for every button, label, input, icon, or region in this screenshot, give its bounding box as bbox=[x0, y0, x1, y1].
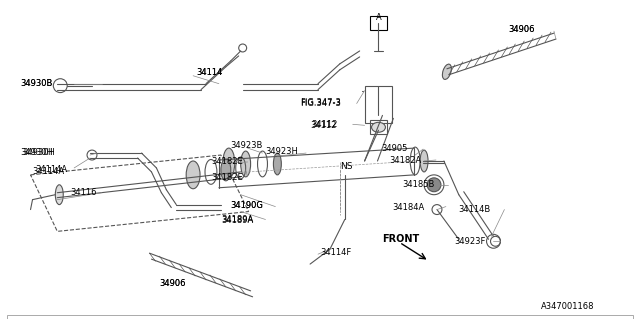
Text: 34190G: 34190G bbox=[231, 201, 264, 210]
Text: 34182A: 34182A bbox=[389, 156, 422, 164]
Text: 34112: 34112 bbox=[310, 121, 337, 130]
Text: 34112: 34112 bbox=[311, 120, 337, 129]
Text: 34114A: 34114A bbox=[33, 167, 65, 176]
Circle shape bbox=[427, 178, 441, 192]
Text: 34906: 34906 bbox=[508, 25, 535, 34]
Text: 34116: 34116 bbox=[70, 188, 97, 197]
Text: 34906: 34906 bbox=[159, 279, 186, 288]
Text: 34923F: 34923F bbox=[454, 237, 485, 246]
Bar bbox=[365, 86, 392, 123]
Text: A: A bbox=[376, 13, 381, 22]
Text: 34182E: 34182E bbox=[211, 173, 243, 182]
Ellipse shape bbox=[221, 159, 231, 181]
Text: 34923B: 34923B bbox=[231, 140, 263, 150]
Ellipse shape bbox=[186, 161, 200, 189]
Ellipse shape bbox=[223, 148, 235, 178]
Text: 34906: 34906 bbox=[159, 279, 186, 288]
Ellipse shape bbox=[241, 151, 251, 177]
Text: A347001168: A347001168 bbox=[541, 302, 595, 311]
Text: 34930B: 34930B bbox=[20, 79, 53, 88]
Text: 34190G: 34190G bbox=[231, 201, 264, 210]
Text: FIG.347-3: FIG.347-3 bbox=[300, 99, 341, 108]
Ellipse shape bbox=[273, 153, 282, 175]
Text: 34114F: 34114F bbox=[320, 248, 351, 257]
Text: 34114: 34114 bbox=[196, 68, 223, 77]
Text: 34930H: 34930H bbox=[20, 148, 54, 156]
Text: 34905: 34905 bbox=[381, 144, 408, 153]
Text: 34114A: 34114A bbox=[35, 165, 68, 174]
Ellipse shape bbox=[372, 122, 385, 132]
Text: 34930H: 34930H bbox=[22, 148, 56, 156]
Text: NS: NS bbox=[340, 163, 353, 172]
Text: 34189A: 34189A bbox=[221, 216, 253, 225]
Text: 34114: 34114 bbox=[196, 68, 223, 77]
Text: 34930B: 34930B bbox=[20, 79, 53, 88]
Text: 34923H: 34923H bbox=[266, 147, 298, 156]
Text: 34185B: 34185B bbox=[403, 180, 435, 189]
Text: 34906: 34906 bbox=[508, 25, 535, 34]
Text: 34182E: 34182E bbox=[211, 157, 243, 166]
Text: 34184A: 34184A bbox=[392, 203, 424, 212]
Text: FRONT: FRONT bbox=[383, 234, 420, 244]
Text: 34114B: 34114B bbox=[459, 205, 491, 214]
Ellipse shape bbox=[420, 150, 428, 172]
Text: FIG.347-3: FIG.347-3 bbox=[300, 98, 341, 107]
Ellipse shape bbox=[442, 64, 451, 79]
Text: 34189A: 34189A bbox=[221, 215, 253, 224]
Bar bbox=[369, 120, 387, 134]
Ellipse shape bbox=[55, 185, 63, 204]
